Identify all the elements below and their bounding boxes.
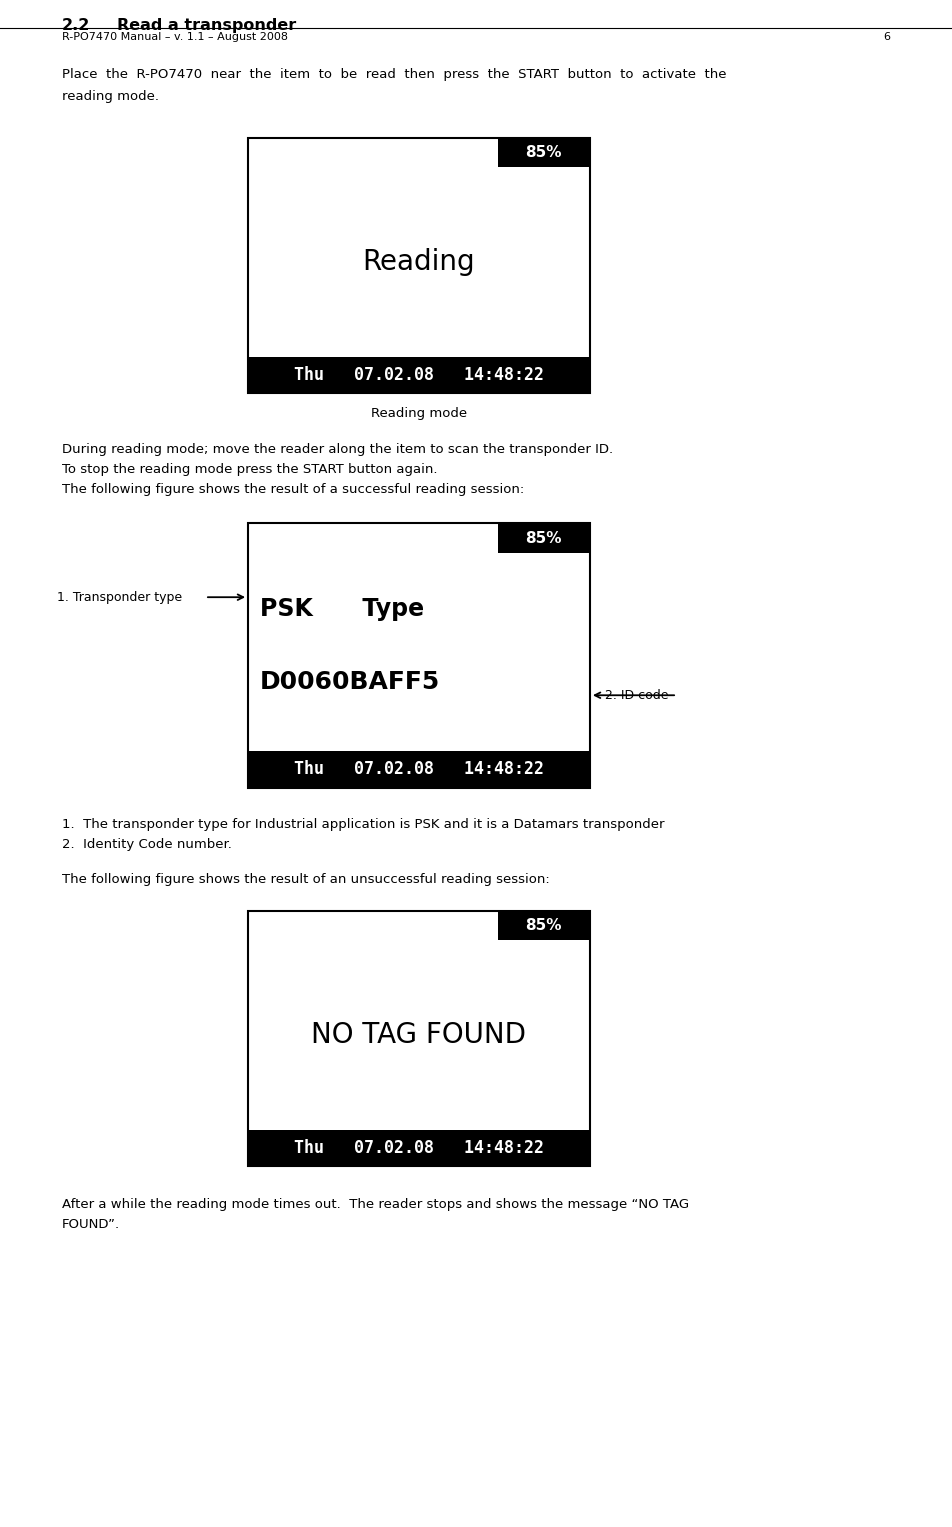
Text: The following figure shows the result of an unsuccessful reading session:: The following figure shows the result of… [62,873,549,886]
Bar [248,357,589,392]
Text: 85%: 85% [526,918,562,933]
Text: During reading mode; move the reader along the item to scan the transponder ID.: During reading mode; move the reader alo… [62,443,612,457]
Text: After a while the reading mode times out.  The reader stops and shows the messag: After a while the reading mode times out… [62,1199,688,1211]
Text: 1. Transponder type: 1. Transponder type [57,591,182,603]
Text: PSK      Type: PSK Type [260,597,424,621]
Bar [248,524,589,788]
Text: To stop the reading mode press the START button again.: To stop the reading mode press the START… [62,463,437,476]
Text: 2.  Identity Code number.: 2. Identity Code number. [62,838,231,851]
Text: 1.  The transponder type for Industrial application is PSK and it is a Datamars : 1. The transponder type for Industrial a… [62,818,664,831]
Text: 85%: 85% [526,531,562,545]
Text: 2.2: 2.2 [62,18,90,34]
Bar [248,912,589,1167]
Bar [497,524,589,553]
Text: Thu   07.02.08   14:48:22: Thu 07.02.08 14:48:22 [293,366,544,385]
Text: Place  the  R-PO7470  near  the  item  to  be  read  then  press  the  START  bu: Place the R-PO7470 near the item to be r… [62,69,725,81]
Text: 6: 6 [883,32,889,43]
Bar [248,1130,589,1167]
Text: NO TAG FOUND: NO TAG FOUND [311,1022,526,1049]
Text: 85%: 85% [526,145,562,160]
Text: Reading: Reading [363,249,475,276]
Text: 2. ID code: 2. ID code [605,689,667,702]
Bar [248,751,589,788]
Text: The following figure shows the result of a successful reading session:: The following figure shows the result of… [62,483,524,496]
Text: reading mode.: reading mode. [62,90,159,102]
Bar [497,912,589,941]
Text: Reading mode: Reading mode [370,408,466,420]
Text: D0060BAFF5: D0060BAFF5 [260,670,440,693]
Text: R-PO7470 Manual – v. 1.1 – August 2008: R-PO7470 Manual – v. 1.1 – August 2008 [62,32,288,43]
Bar [497,137,589,168]
Text: FOUND”.: FOUND”. [62,1219,120,1231]
Text: Thu   07.02.08   14:48:22: Thu 07.02.08 14:48:22 [293,1139,544,1157]
Bar [248,137,589,392]
Text: Read a transponder: Read a transponder [117,18,296,34]
Text: Thu   07.02.08   14:48:22: Thu 07.02.08 14:48:22 [293,760,544,779]
